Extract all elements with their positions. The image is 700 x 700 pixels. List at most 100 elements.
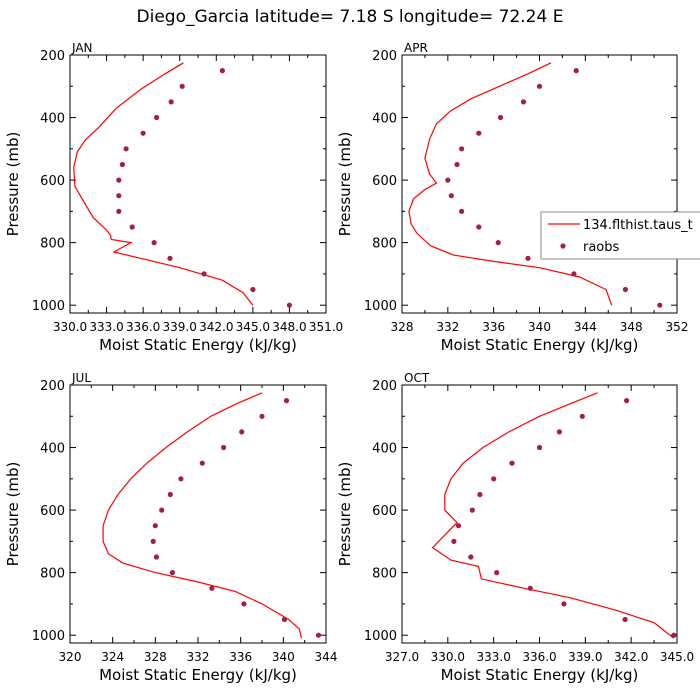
x-tick-label: 330.0 <box>53 320 87 334</box>
raobs-point <box>159 507 165 513</box>
raobs-point <box>448 193 454 199</box>
raobs-point <box>468 554 474 560</box>
y-tick-label: 1000 <box>364 629 397 644</box>
panel-label: JAN <box>71 41 93 55</box>
raobs-point <box>527 585 533 591</box>
plot-frame <box>69 54 327 314</box>
raobs-point <box>201 271 207 277</box>
raobs-point <box>221 444 227 451</box>
raobs-point <box>209 585 215 591</box>
raobs-point <box>459 208 465 214</box>
raobs-point <box>199 460 205 466</box>
raobs-point <box>219 68 225 74</box>
panel-label: APR <box>404 41 428 55</box>
y-tick-label: 800 <box>372 237 397 252</box>
raobs-point <box>167 491 173 498</box>
raobs-point <box>509 460 515 466</box>
y-tick-label: 600 <box>40 174 65 189</box>
legend-marker-swatch <box>560 243 566 249</box>
y-tick-label: 400 <box>40 442 65 457</box>
x-axis-label: Moist Static Energy (kJ/kg) <box>99 666 297 684</box>
raobs-point <box>179 83 185 89</box>
raobs-point <box>536 83 543 89</box>
raobs-point <box>561 601 567 607</box>
x-tick-label: 348.0 <box>272 320 306 334</box>
raobs-point <box>116 193 122 199</box>
raobs-point <box>469 507 475 513</box>
x-tick-label: 339.0 <box>163 320 197 334</box>
raobs-point <box>445 177 451 183</box>
x-tick-label: 342.0 <box>199 320 233 334</box>
model-line <box>102 392 303 639</box>
x-axis-label: Moist Static Energy (kJ/kg) <box>441 666 639 684</box>
raobs-point <box>520 99 527 105</box>
raobs-point <box>622 286 629 293</box>
y-axis-label: Pressure (mb) <box>4 132 22 237</box>
raobs-point <box>579 413 585 419</box>
x-tick-label: 336 <box>229 650 252 664</box>
x-tick-label: 327.0 <box>385 650 419 664</box>
raobs-point <box>119 161 125 168</box>
raobs-point <box>497 114 504 121</box>
y-tick-label: 1000 <box>32 629 65 644</box>
x-tick-label: 332 <box>436 320 459 334</box>
raobs-point <box>153 554 159 560</box>
y-tick-label: 200 <box>372 49 397 64</box>
raobs-point <box>178 476 184 482</box>
raobs-point <box>556 429 563 435</box>
x-tick-label: 345.0 <box>236 320 270 334</box>
y-tick-label: 800 <box>40 237 65 252</box>
x-tick-label: 348 <box>620 320 643 334</box>
raobs-point <box>624 398 630 404</box>
x-tick-label: 320 <box>59 650 82 664</box>
raobs-point <box>494 570 500 576</box>
raobs-point <box>259 413 265 419</box>
panel-oct: OCT 200 400 600 800 1000 327.0 330.0 333.0 336.0 3… <box>336 371 694 684</box>
x-tick-label: 328 <box>144 650 167 664</box>
x-tick-label: 333.0 <box>89 320 123 334</box>
x-tick-label: 344 <box>574 320 597 334</box>
raobs-point <box>116 177 122 183</box>
x-tick-label: 342.0 <box>614 650 648 664</box>
y-tick-label: 400 <box>372 442 397 457</box>
x-tick-label: 345.0 <box>660 650 694 664</box>
y-tick-label: 600 <box>40 504 65 519</box>
raobs-point <box>154 114 160 121</box>
x-tick-label: 344 <box>315 650 338 664</box>
plot-frame <box>401 54 678 314</box>
raobs-point <box>150 538 156 545</box>
legend-label-obs: raobs <box>583 240 620 255</box>
x-tick-label: 330.0 <box>431 650 465 664</box>
y-tick-label: 800 <box>40 567 65 582</box>
model-line <box>408 62 613 306</box>
model-line <box>73 62 254 306</box>
plot-frame <box>401 384 678 644</box>
raobs-point <box>454 161 460 168</box>
x-tick-label: 336.0 <box>126 320 160 334</box>
y-tick-label: 200 <box>40 379 65 394</box>
raobs-point <box>167 255 173 261</box>
y-axis-label: Pressure (mb) <box>336 462 354 567</box>
raobs-point <box>152 523 158 529</box>
plot-frame <box>69 384 327 644</box>
raobs-point <box>476 130 482 136</box>
raobs-point <box>123 146 129 152</box>
raobs-point <box>657 302 663 308</box>
y-tick-label: 800 <box>372 567 397 582</box>
panel-jul: JUL 200 400 600 800 1000 320 324 328 332 336 340 344… <box>4 371 337 684</box>
raobs-point <box>239 429 245 435</box>
raobs-point <box>573 68 579 74</box>
legend: 134.flthist.taus_t raobs <box>540 211 700 260</box>
raobs-point <box>525 255 531 261</box>
y-tick-label: 400 <box>40 112 65 127</box>
x-tick-label: 339.0 <box>568 650 602 664</box>
x-tick-label: 328 <box>391 320 414 334</box>
raobs-point <box>571 271 577 277</box>
y-tick-label: 200 <box>40 49 65 64</box>
x-tick-label: 336 <box>482 320 505 334</box>
x-tick-label: 352 <box>666 320 689 334</box>
raobs-point <box>169 570 175 576</box>
raobs-point <box>476 224 482 230</box>
y-tick-label: 1000 <box>364 299 397 314</box>
